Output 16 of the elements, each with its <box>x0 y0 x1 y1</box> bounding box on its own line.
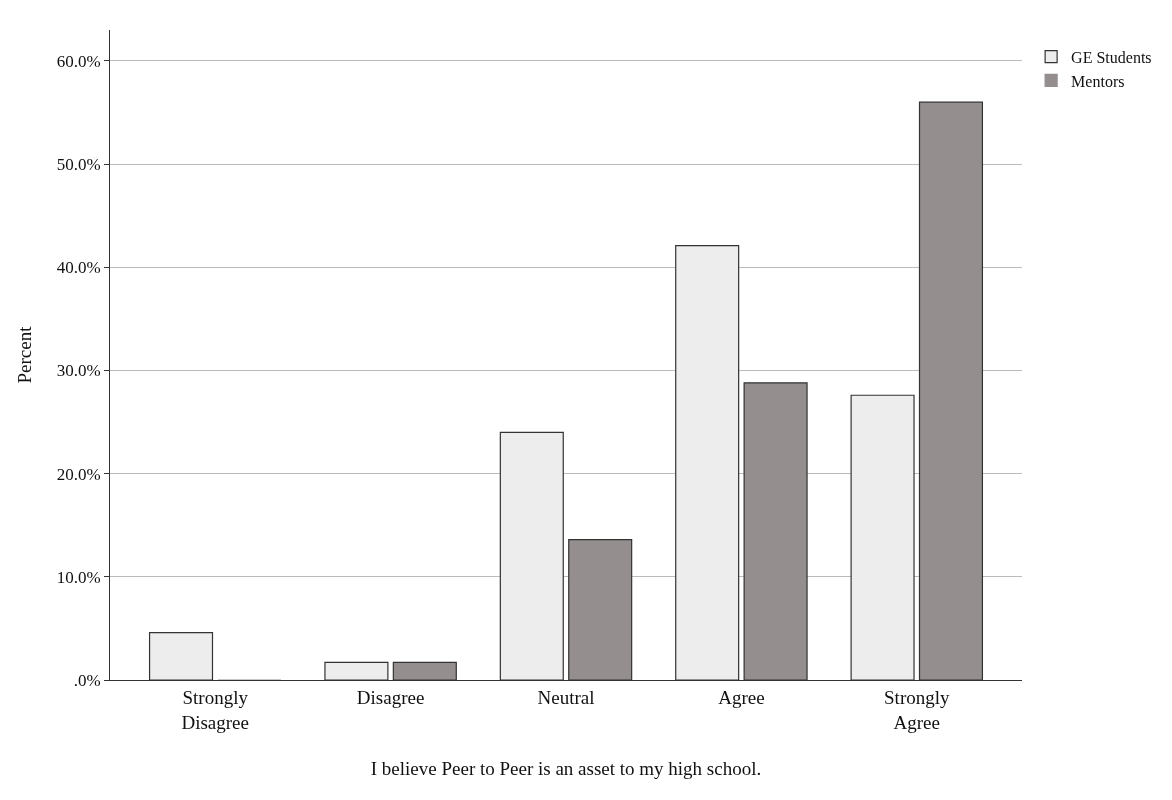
y-tick-label: 10.0% <box>56 567 101 587</box>
x-tick-label: Strongly Agree <box>884 686 950 733</box>
y-tick-label: 20.0% <box>56 464 101 484</box>
y-tick-label: .0% <box>73 670 101 690</box>
x-tick-label: Disagree <box>356 686 425 708</box>
x-tick-label: Strongly Disagree <box>181 686 249 733</box>
y-tick-label: 30.0% <box>56 361 101 381</box>
legend-label: GE Students <box>1071 48 1152 66</box>
y-tick-label: 60.0% <box>56 51 101 71</box>
y-tick-label: 40.0% <box>56 258 101 278</box>
x-tick-label: Agree <box>718 686 765 708</box>
legend-label: Mentors <box>1071 72 1125 90</box>
x-tick-label: Neutral <box>537 686 595 708</box>
y-tick-label: 50.0% <box>56 155 101 175</box>
y-axis-title: Percent <box>13 325 35 384</box>
x-axis-title: I believe Peer to Peer is an asset to my high school. <box>370 758 762 780</box>
